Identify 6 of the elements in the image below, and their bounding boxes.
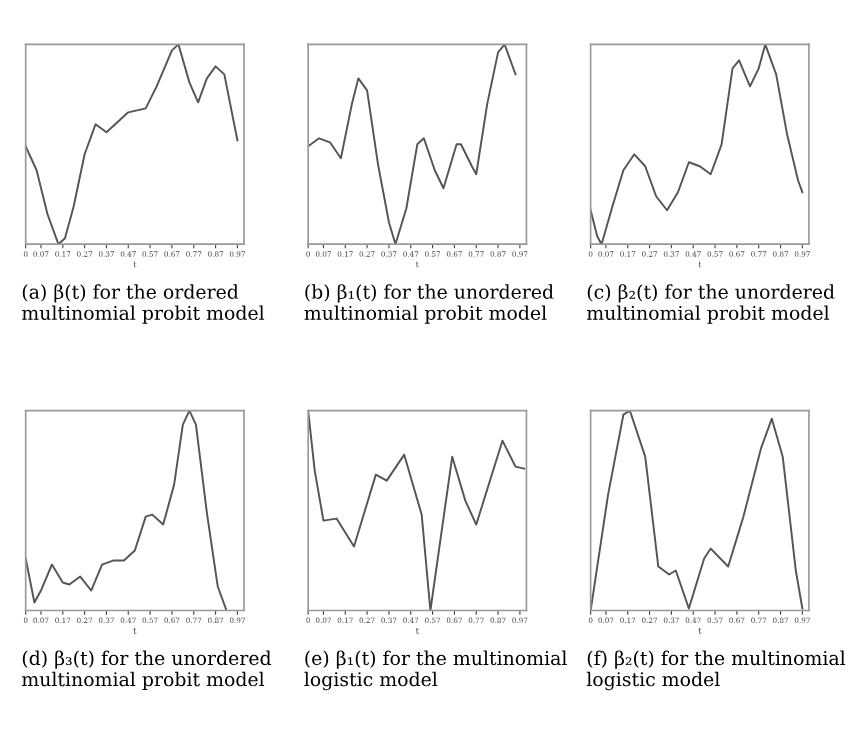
text: (a) β(t) for the ordered multinomial probit model <box>22 284 265 324</box>
text: (e) β₁(t) for the multinomial logistic model <box>304 650 567 691</box>
text: (f) β₂(t) for the multinomial logistic model <box>586 650 846 691</box>
text: (d) β₃(t) for the unordered multinomial probit model <box>22 650 272 690</box>
text: (b) β₁(t) for the unordered multinomial probit model <box>304 284 554 324</box>
text: (c) β₂(t) for the unordered multinomial probit model <box>586 284 835 324</box>
